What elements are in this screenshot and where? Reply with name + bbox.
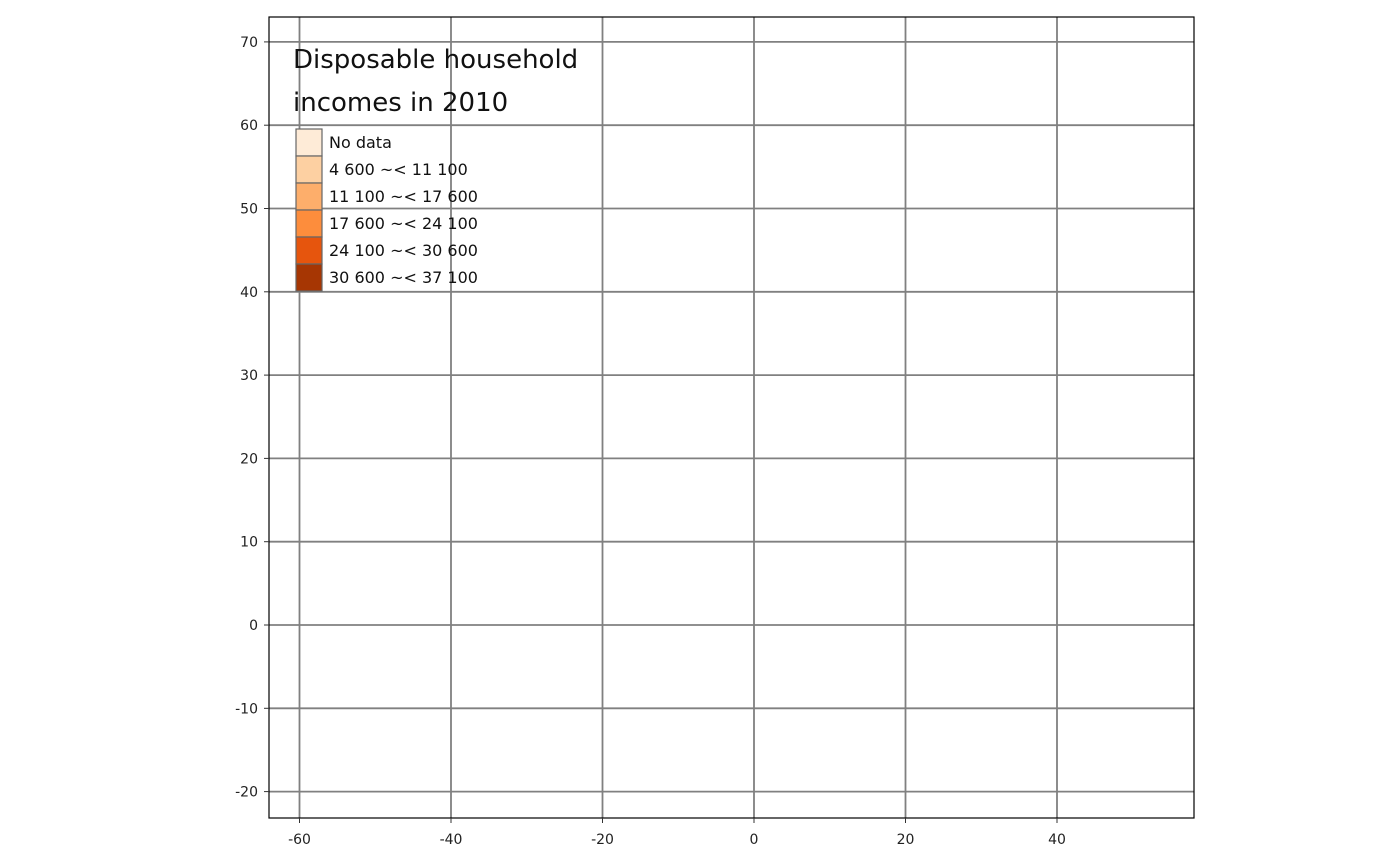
legend-swatch bbox=[295, 263, 323, 292]
y-tick-label: 0 bbox=[249, 618, 258, 634]
legend-label: No data bbox=[329, 133, 392, 152]
y-tick-label: 40 bbox=[240, 285, 258, 301]
y-tick-label: -10 bbox=[235, 701, 258, 717]
legend-label: 17 600 ~< 24 100 bbox=[329, 214, 478, 233]
legend-items: No data 4 600 ~< 11 100 11 100 ~< 17 600 17… bbox=[295, 128, 478, 292]
legend-label: 11 100 ~< 17 600 bbox=[329, 187, 478, 206]
legend-label: 24 100 ~< 30 600 bbox=[329, 241, 478, 260]
y-tick-label: -20 bbox=[235, 785, 258, 801]
legend-label: 4 600 ~< 11 100 bbox=[329, 160, 468, 179]
x-tick-label: 40 bbox=[1048, 832, 1066, 848]
legend-swatch bbox=[295, 209, 323, 238]
y-tick-label: 60 bbox=[240, 118, 258, 134]
map-panel-border bbox=[268, 16, 1195, 819]
legend-title-line-2: incomes in 2010 bbox=[293, 88, 508, 118]
y-tick-label: 30 bbox=[240, 368, 258, 384]
x-tick-label: 20 bbox=[897, 832, 915, 848]
legend: Disposable household incomes in 2010 No … bbox=[293, 45, 578, 292]
y-tick-label: 10 bbox=[240, 535, 258, 551]
y-tick-label: 20 bbox=[240, 451, 258, 467]
x-tick-label: -60 bbox=[288, 832, 311, 848]
axis-ticks: -60 -40 -20 0 20 40 -20 -10 0 10 20 30 40 50 60 70 bbox=[235, 35, 1066, 848]
legend-label: 30 600 ~< 37 100 bbox=[329, 268, 478, 287]
legend-swatch bbox=[295, 128, 323, 157]
legend-swatch bbox=[295, 236, 323, 265]
x-tick-label: -20 bbox=[591, 832, 614, 848]
x-tick-label: 0 bbox=[750, 832, 759, 848]
legend-title-line-1: Disposable household bbox=[293, 45, 578, 75]
y-tick-label: 50 bbox=[240, 202, 258, 218]
y-tick-label: 70 bbox=[240, 35, 258, 51]
legend-swatch bbox=[295, 182, 323, 211]
graticule bbox=[269, 17, 1194, 818]
legend-swatch bbox=[295, 155, 323, 184]
x-tick-label: -40 bbox=[440, 832, 463, 848]
